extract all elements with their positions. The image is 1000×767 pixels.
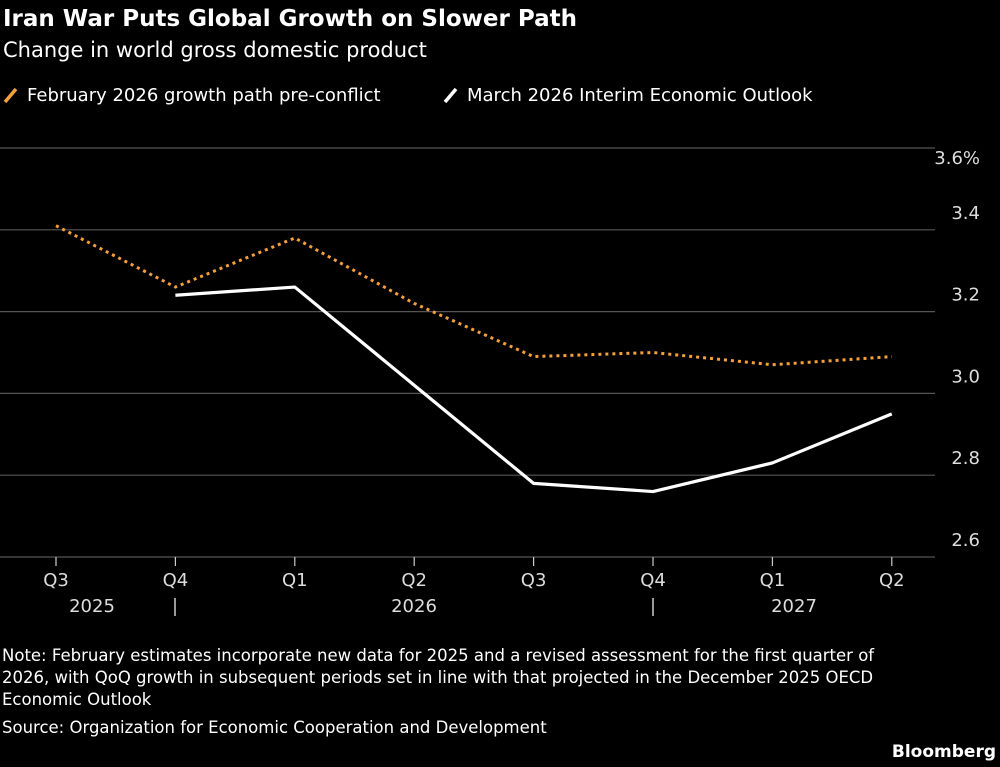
legend-label: March 2026 Interim Economic Outlook bbox=[467, 85, 813, 106]
source: Source: Organization for Economic Cooper… bbox=[2, 718, 547, 737]
y-tick-label: 2.6 bbox=[951, 530, 980, 551]
series-line bbox=[175, 285, 893, 494]
x-tick-label: Q2 bbox=[879, 570, 905, 591]
x-tick-label: Q1 bbox=[282, 570, 308, 591]
x-tick-label: Q3 bbox=[521, 570, 547, 591]
note-line: 2026, with QoQ growth in subsequent peri… bbox=[2, 668, 873, 687]
x-tick-label: Q2 bbox=[401, 570, 427, 591]
y-tick-label: 3.4 bbox=[951, 203, 980, 224]
x-tick-label: Q4 bbox=[163, 570, 189, 591]
chart-title: Iran War Puts Global Growth on Slower Pa… bbox=[3, 6, 577, 32]
x-tick-label: Q1 bbox=[760, 570, 786, 591]
year-label: 2025 bbox=[69, 596, 115, 617]
legend-swatch bbox=[443, 87, 458, 104]
brand: Bloomberg bbox=[892, 742, 996, 762]
legend-swatch bbox=[3, 87, 18, 104]
y-tick-label: 3.0 bbox=[951, 366, 980, 387]
y-tick-label: 3.6% bbox=[934, 148, 980, 169]
y-tick-label: 3.2 bbox=[951, 285, 980, 306]
year-label: 2027 bbox=[771, 596, 817, 617]
series-line bbox=[55, 224, 892, 367]
note-line: Note: February estimates incorporate new… bbox=[2, 646, 875, 665]
y-tick-label: 2.8 bbox=[951, 448, 980, 469]
x-tick-label: Q3 bbox=[43, 570, 69, 591]
legend-label: February 2026 growth path pre-conflict bbox=[27, 85, 381, 106]
x-tick-label: Q4 bbox=[640, 570, 666, 591]
chart-subtitle: Change in world gross domestic product bbox=[3, 38, 427, 62]
note-line: Economic Outlook bbox=[2, 690, 152, 709]
year-label: 2026 bbox=[391, 596, 437, 617]
